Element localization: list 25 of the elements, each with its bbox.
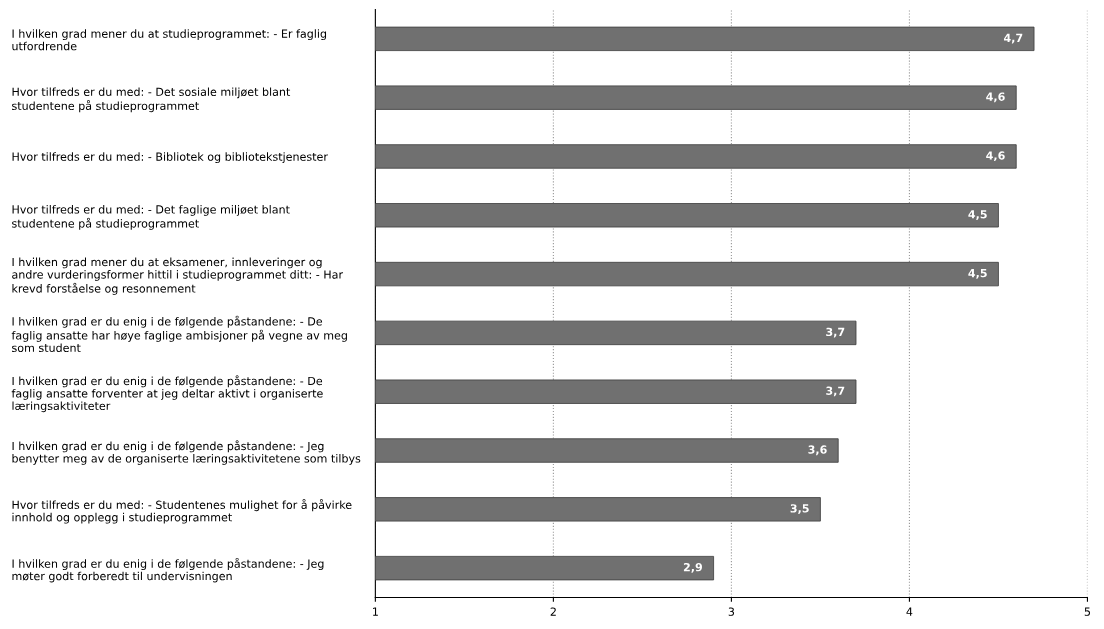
y-tick-label: I hvilken grad er du enig i de følgende påstandene: - Jeg benytter meg av de organiserte læringsaktivitetene som tilbys (12, 440, 361, 465)
y-tick-label: I hvilken grad er du enig i de følgende påstandene: - Jeg møter godt forberedt til undervisningen (12, 557, 324, 583)
data-label: 4,7 (1003, 33, 1023, 44)
y-tick-label: I hvilken grad mener du at eksamener, innleveringer og andre vurderingsformer hittil i studieprogrammet ditt: - Har krevd forståelse og resonnement (12, 257, 344, 295)
x-tick-label: 3 (728, 607, 735, 616)
y-tick-label: Hvor tilfreds er du med: - Studentenes mulighet for å påvirke innhold og opplegg i studieprogrammet (12, 499, 352, 524)
y-tick-label: I hvilken grad er du enig i de følgende påstandene: - De faglig ansatte har høye faglige ambisjoner på vegne av meg som student (11, 315, 347, 353)
data-label: 4,5 (968, 210, 987, 220)
y-tick-label: I hvilken grad mener du at studieprogrammet: - Er faglig utfordrende (12, 29, 327, 51)
data-label: 4,6 (986, 92, 1005, 103)
data-label: 3,5 (790, 504, 809, 514)
x-tick-label: 2 (550, 607, 556, 616)
x-tick-label: 5 (1084, 607, 1090, 616)
data-label: 3,6 (808, 445, 827, 456)
x-tick-label: 1 (373, 607, 378, 616)
y-tick-label: Hvor tilfreds er du med: - Bibliotek og bibliotekstjenester (12, 152, 328, 163)
y-tick-label: Hvor tilfreds er du med: - Det faglige miljøet blant studentene på studieprogrammet (12, 205, 290, 230)
data-label: 4,5 (968, 269, 987, 279)
data-label: 3,7 (826, 327, 845, 338)
y-tick-label: Hvor tilfreds er du med: - Det sosiale miljøet blant studentene på studieprogrammet (12, 87, 291, 113)
data-label: 4,6 (986, 151, 1005, 162)
x-tick-label: 4 (906, 607, 913, 616)
data-label: 3,7 (826, 386, 845, 397)
y-tick-label: I hvilken grad er du enig i de følgende påstandene: - De faglig ansatte forventer at jeg deltar aktivt i organiserte læringsaktiviteter (11, 375, 323, 413)
data-label: 2,9 (683, 562, 703, 573)
